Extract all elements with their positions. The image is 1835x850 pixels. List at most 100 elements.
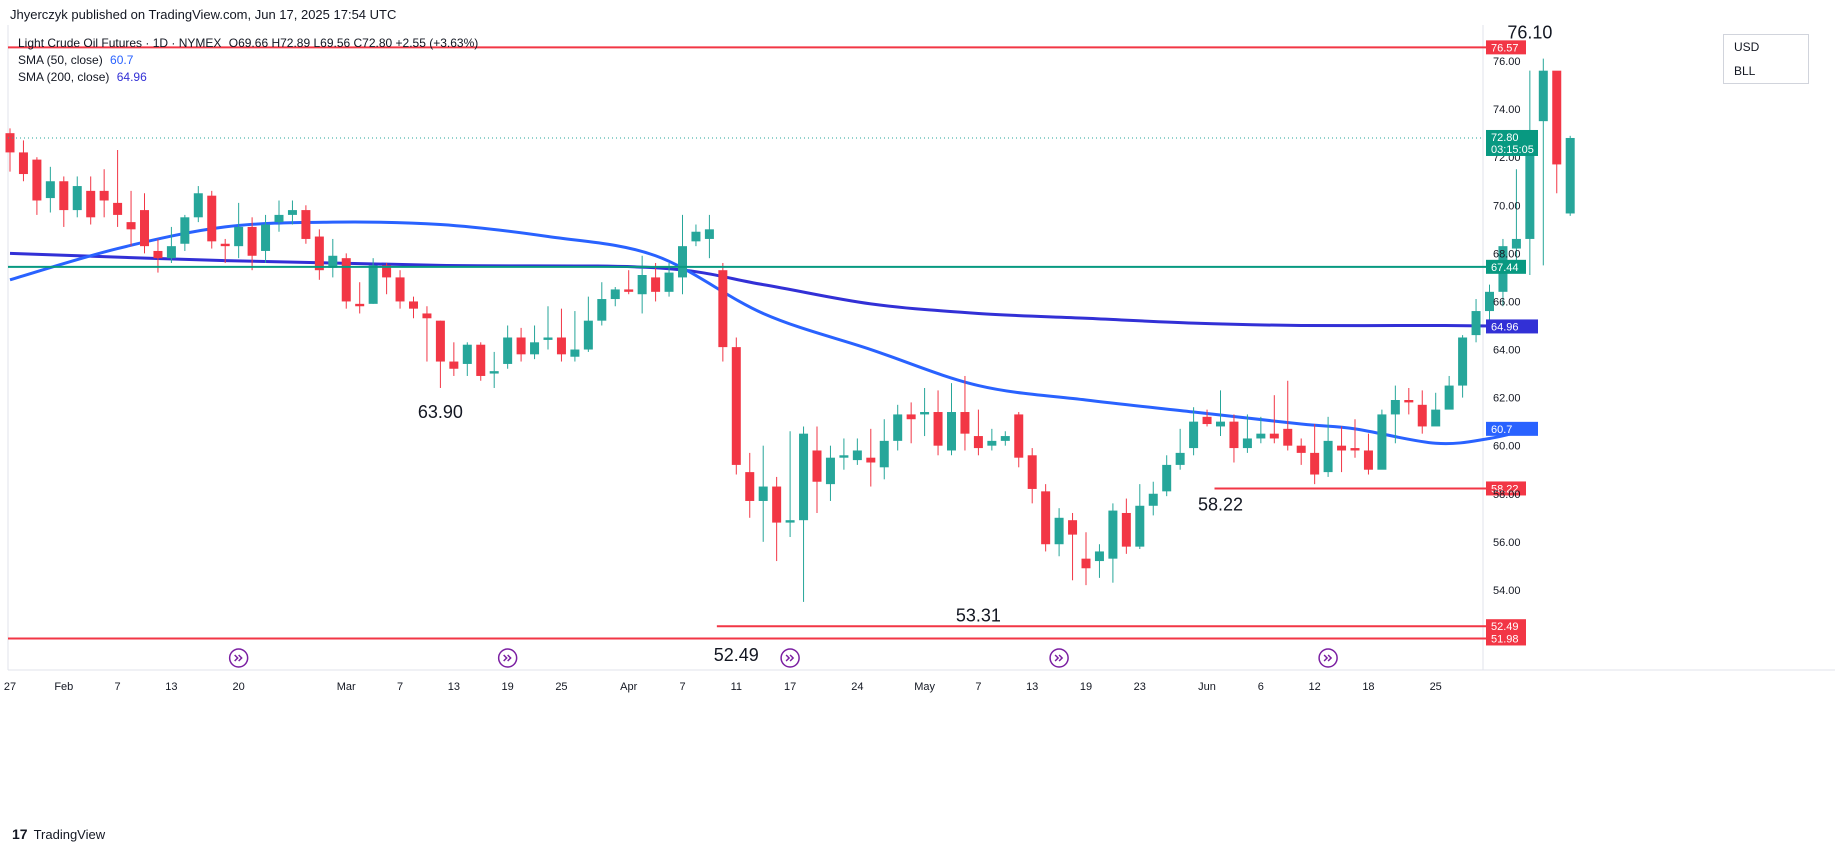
event-marker-icon xyxy=(1318,648,1338,668)
x-tick-label: 20 xyxy=(233,681,245,693)
candle xyxy=(18,140,28,182)
legend-symbol-row: Light Crude Oil Futures · 1D · NYMEX O69… xyxy=(18,35,478,52)
candle-body xyxy=(1014,414,1024,458)
candle-body xyxy=(274,214,284,223)
unit-label[interactable]: BLL xyxy=(1734,64,1756,78)
candle xyxy=(341,253,351,309)
candle-body xyxy=(530,342,540,355)
legend: Light Crude Oil Futures · 1D · NYMEX O69… xyxy=(18,35,478,86)
chart-area[interactable]: 76.57 67.44 58.22 52.49 51.98 54.00 56.00 58.0… xyxy=(0,25,1835,825)
event-marker-arrows xyxy=(785,654,795,662)
candle xyxy=(664,262,674,297)
candle xyxy=(718,262,728,362)
x-tick-label: 25 xyxy=(1430,681,1442,693)
candle-body xyxy=(5,133,15,153)
candle xyxy=(1135,484,1145,550)
currency-label[interactable]: USD xyxy=(1734,40,1760,54)
symbol-name[interactable]: Light Crude Oil Futures · 1D · NYMEX xyxy=(18,36,222,50)
candle-body xyxy=(140,210,149,247)
brand[interactable]: 17 TradingView xyxy=(12,826,105,842)
candle-body xyxy=(1094,551,1104,562)
candle-body xyxy=(1565,137,1575,214)
candle-body xyxy=(113,202,123,215)
candle-body xyxy=(166,246,176,259)
event-marker-arrows xyxy=(1323,654,1333,662)
time-axis[interactable]: 27 Feb 7 13 20 Mar 7 13 19 25 Apr 7 11 17 24 May 7 13 19 23… xyxy=(4,681,1442,693)
level-tag-label: 76.57 xyxy=(1491,42,1519,54)
candle-body xyxy=(476,344,486,376)
candle-body xyxy=(987,440,997,446)
price-tag-bg xyxy=(1486,319,1538,334)
candle xyxy=(556,308,566,362)
candle xyxy=(1404,387,1414,415)
candle xyxy=(543,306,553,350)
event-markers[interactable] xyxy=(228,648,1338,668)
candle xyxy=(476,342,486,381)
candle xyxy=(261,214,271,263)
legend-sma200-row[interactable]: SMA (200, close) 64.96 xyxy=(18,69,478,86)
event-marker-icon xyxy=(228,648,249,668)
x-tick-label: 7 xyxy=(397,681,403,693)
candle xyxy=(1296,438,1306,465)
y-tick-label: 76.00 xyxy=(1493,56,1521,68)
candle-body xyxy=(1337,445,1347,451)
candle xyxy=(314,229,324,280)
candle-body xyxy=(45,181,55,199)
candle-body xyxy=(1444,385,1454,410)
candle-body xyxy=(99,190,109,201)
price-tag-countdown: 03:15:05 xyxy=(1491,144,1534,156)
legend-sma50-row[interactable]: SMA (50, close) 60.7 xyxy=(18,52,478,69)
candle-body xyxy=(933,412,943,446)
candle-body xyxy=(1363,450,1373,470)
candle xyxy=(113,150,123,227)
candle xyxy=(1283,380,1293,451)
candle xyxy=(489,351,499,388)
candle xyxy=(1552,70,1562,194)
candle-body xyxy=(503,337,513,364)
candle-body xyxy=(301,210,311,239)
candle-body xyxy=(973,436,983,449)
candle-body xyxy=(1256,433,1266,439)
candle-body xyxy=(651,277,661,292)
candle-body xyxy=(1148,493,1158,506)
candle xyxy=(1068,512,1078,581)
candle xyxy=(1189,407,1199,456)
candle-body xyxy=(59,181,69,211)
candle xyxy=(758,445,768,542)
candle xyxy=(530,325,540,360)
level-tag-label: 58.22 xyxy=(1491,483,1519,495)
candle xyxy=(234,202,244,259)
candle xyxy=(180,214,190,251)
candle xyxy=(503,325,513,369)
price-annotation: 76.10 xyxy=(1507,25,1552,43)
currency-unit-menu[interactable]: USD BLL xyxy=(1723,34,1809,84)
candle-body xyxy=(543,337,553,340)
candle-body xyxy=(234,226,244,247)
candle-body xyxy=(1202,416,1212,425)
candle-body xyxy=(678,246,687,278)
level-tag-label: 52.49 xyxy=(1491,621,1519,633)
candle xyxy=(825,445,835,501)
y-tick-label: 66.00 xyxy=(1493,296,1521,308)
candle-body xyxy=(1121,512,1131,547)
candle xyxy=(86,176,96,225)
candle xyxy=(45,166,55,213)
candle xyxy=(866,428,876,487)
candle xyxy=(1377,409,1387,470)
level-tag-bg xyxy=(1486,481,1526,496)
candle-body xyxy=(1027,455,1037,489)
y-tick-label: 58.00 xyxy=(1493,489,1521,501)
candle xyxy=(72,176,82,218)
candle-body xyxy=(1242,438,1252,449)
candle-body xyxy=(126,222,136,230)
y-tick-label: 56.00 xyxy=(1493,537,1521,549)
candle-body xyxy=(1390,400,1400,415)
candle xyxy=(1310,424,1320,485)
candle-body xyxy=(355,303,365,307)
candle-body xyxy=(314,236,324,271)
y-tick-label: 74.00 xyxy=(1493,104,1521,116)
candle-body xyxy=(382,265,392,278)
event-marker-icon xyxy=(497,648,518,668)
